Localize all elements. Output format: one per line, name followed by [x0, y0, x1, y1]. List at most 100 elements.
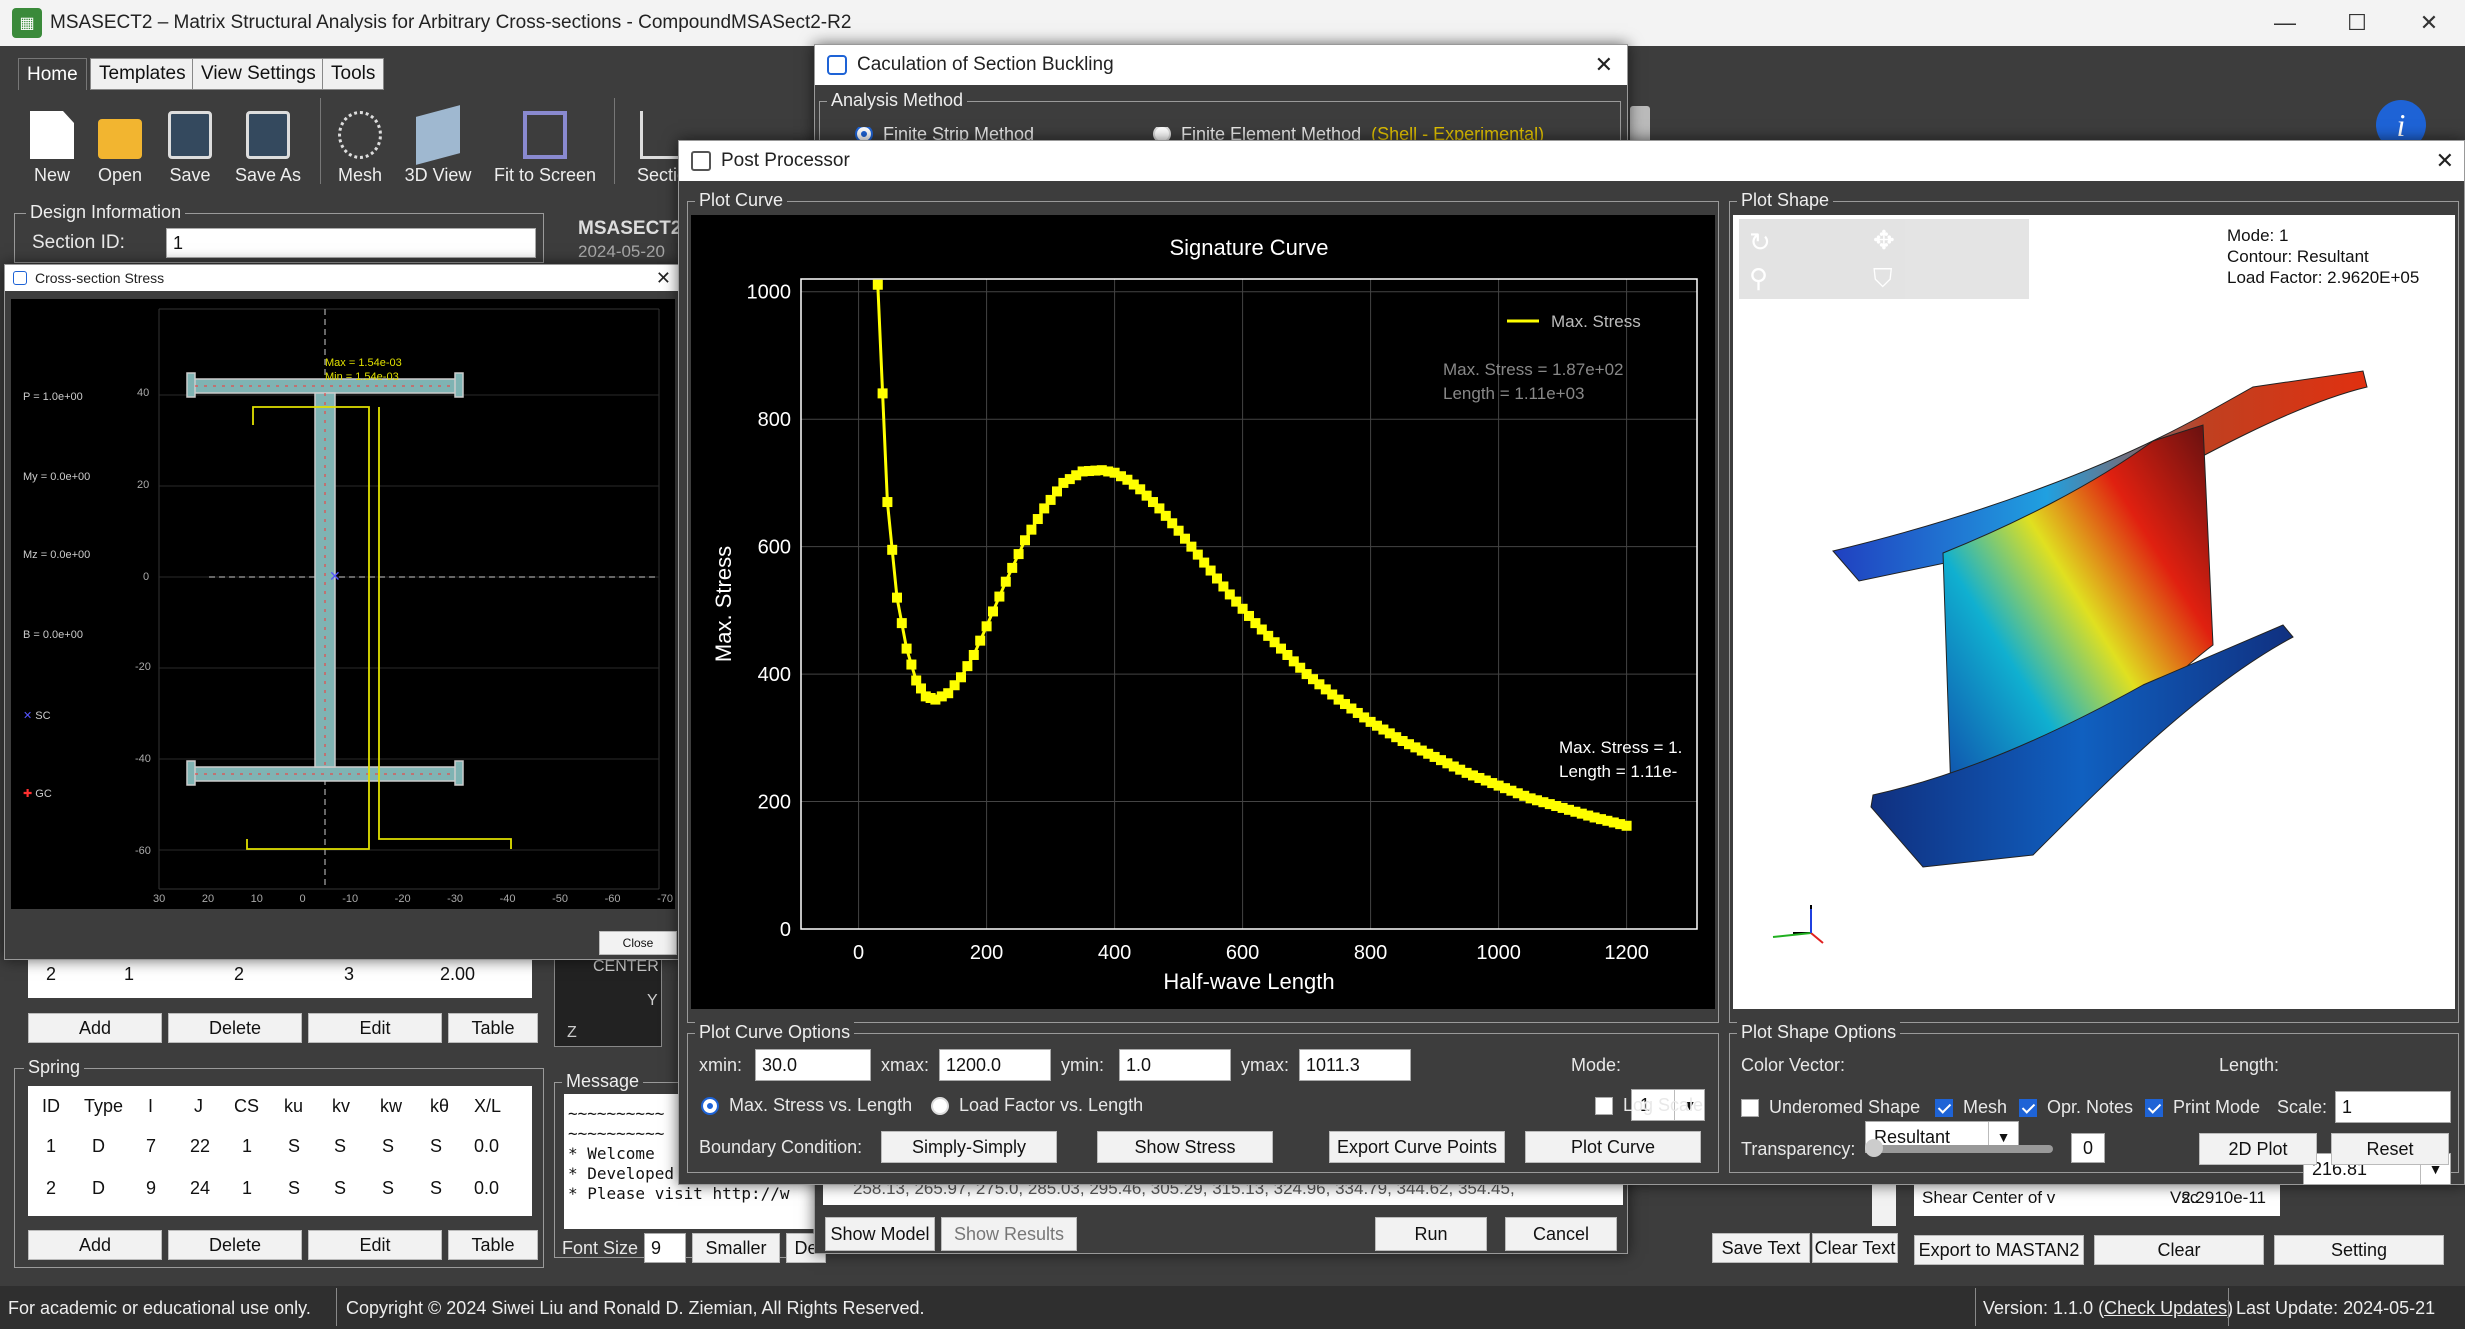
- close-icon[interactable]: ✕: [655, 267, 671, 288]
- spring-delete-button[interactable]: Delete: [168, 1230, 302, 1260]
- data-point: [975, 635, 986, 646]
- boundary-condition-button[interactable]: Simply-Simply: [881, 1131, 1057, 1163]
- undeformed-checkbox[interactable]: Underomed Shape: [1741, 1097, 1920, 1118]
- setting-button[interactable]: Setting: [2274, 1235, 2444, 1265]
- export-curve-points-button[interactable]: Export Curve Points: [1329, 1131, 1505, 1163]
- data-point: [1583, 810, 1594, 821]
- transparency-slider[interactable]: [1865, 1139, 2053, 1157]
- tilt-icon[interactable]: ⛉: [1873, 263, 1893, 293]
- clear-button[interactable]: Clear: [2094, 1235, 2264, 1265]
- delete-button[interactable]: Delete: [168, 1013, 302, 1043]
- ymin-input[interactable]: 1.0: [1119, 1049, 1231, 1081]
- load-factor-radio[interactable]: Load Factor vs. Length: [931, 1095, 1143, 1116]
- data-point: [1519, 790, 1530, 801]
- spring-header: ku: [284, 1096, 304, 1116]
- data-point: [1493, 780, 1504, 791]
- tab-tools[interactable]: Tools: [322, 58, 385, 90]
- show-results-button[interactable]: Show Results: [941, 1217, 1077, 1251]
- stress-title: Cross-section Stress: [35, 270, 165, 286]
- pan-icon[interactable]: ✥: [1873, 225, 1895, 255]
- x-tick-label: 400: [1098, 942, 1131, 964]
- status-last-update: Last Update: 2024-05-21: [2236, 1298, 2436, 1318]
- table-button[interactable]: Table: [448, 1013, 538, 1043]
- spring-edit-button[interactable]: Edit: [308, 1230, 442, 1260]
- y-tick-label: 0: [780, 919, 791, 941]
- scale-input[interactable]: 1: [2335, 1091, 2451, 1123]
- bc-label: Boundary Condition:: [699, 1137, 863, 1157]
- spring-table[interactable]: ID Type I J CS ku kv kw kθ X/L 1 D 7 22 …: [28, 1086, 532, 1216]
- save-button[interactable]: Save: [150, 96, 230, 186]
- show-stress-button[interactable]: Show Stress: [1097, 1131, 1273, 1163]
- edit-button[interactable]: Edit: [308, 1013, 442, 1043]
- spring-add-button[interactable]: Add: [28, 1230, 162, 1260]
- clear-text-button[interactable]: Clear Text: [1812, 1233, 1898, 1263]
- minimize-button[interactable]: —: [2274, 10, 2296, 35]
- font-size-input[interactable]: 9: [644, 1233, 686, 1263]
- fem-radio[interactable]: Finite Element Method (Shell - Experiment…: [1153, 127, 1544, 141]
- rotate-icon[interactable]: ↻: [1749, 227, 1771, 257]
- scale-label: Scale:: [2277, 1097, 2328, 1117]
- xmin-input[interactable]: 30.0: [755, 1049, 871, 1081]
- new-button[interactable]: New: [12, 96, 92, 186]
- export-mastan2-button[interactable]: Export to MASTAN2: [1914, 1235, 2084, 1265]
- save-as-button[interactable]: Save As: [228, 96, 308, 186]
- data-point: [1378, 724, 1389, 735]
- stress-close-button[interactable]: Close: [599, 931, 677, 955]
- zoom-icon[interactable]: ⚲: [1749, 263, 1769, 293]
- scrollbar[interactable]: [1872, 1180, 1896, 1226]
- log-scale-checkbox[interactable]: Log Scale: [1595, 1095, 1703, 1116]
- add-button[interactable]: Add: [28, 1013, 162, 1043]
- print-mode-checkbox[interactable]: Print Mode: [2145, 1097, 2260, 1118]
- scroll-handle[interactable]: [1630, 106, 1650, 146]
- smaller-button[interactable]: Smaller: [692, 1233, 780, 1263]
- close-icon[interactable]: ✕: [2435, 148, 2454, 173]
- view-controls[interactable]: ↻ ✥ ⚲ ⛉: [1739, 219, 2029, 299]
- stress-min-label: Min = 1.54e-03: [325, 371, 399, 383]
- transparency-value[interactable]: 0: [2071, 1133, 2105, 1163]
- tab-view-settings[interactable]: View Settings: [192, 58, 325, 90]
- close-icon[interactable]: ✕: [1594, 52, 1613, 77]
- close-app-button[interactable]: ✕: [2419, 10, 2439, 35]
- shape-canvas[interactable]: ↻ ✥ ⚲ ⛉ Mode: 1 Contour: Resultant Load …: [1733, 215, 2455, 1009]
- save-text-button[interactable]: Save Text: [1712, 1233, 1810, 1263]
- show-model-button[interactable]: Show Model: [825, 1217, 935, 1251]
- data-point: [1576, 808, 1587, 819]
- section-button[interactable]: Sectio: [622, 96, 702, 186]
- fsm-radio[interactable]: Finite Strip Method: [855, 127, 1034, 141]
- 3d-view-button[interactable]: 3D View: [398, 96, 478, 186]
- data-point: [1250, 618, 1261, 629]
- signature-chart[interactable]: 0 200 400 600 800 1000 1200 0 200 400 600 800 1000 S…: [691, 215, 1715, 1009]
- mesh-checkbox[interactable]: Mesh: [1935, 1097, 2007, 1118]
- section-id-input[interactable]: 1: [166, 228, 536, 258]
- cell: 2: [46, 964, 57, 984]
- slider-handle[interactable]: [1865, 1139, 1883, 1157]
- mode-select[interactable]: 1 ▼: [1631, 1089, 1705, 1121]
- data-point: [1052, 486, 1062, 497]
- plot-curve-button[interactable]: Plot Curve: [1525, 1131, 1701, 1163]
- ymax-input[interactable]: 1011.3: [1299, 1049, 1411, 1081]
- connect-table-row[interactable]: 2 1 2 3 2.00: [28, 954, 532, 998]
- open-button[interactable]: Open: [80, 96, 160, 186]
- spring-table-button[interactable]: Table: [448, 1230, 538, 1260]
- stress-canvas[interactable]: ✕ Max = 1.54e-03 Min = 1.54e-03 P = 1.0e…: [11, 299, 675, 909]
- default-button[interactable]: De: [786, 1233, 826, 1263]
- check-updates-link[interactable]: Check Updates: [2104, 1298, 2228, 1318]
- 2d-plot-button[interactable]: 2D Plot: [2199, 1133, 2317, 1165]
- opr-notes-checkbox[interactable]: Opr. Notes: [2019, 1097, 2133, 1118]
- fit-to-screen-button[interactable]: Fit to Screen: [490, 96, 600, 186]
- reset-button[interactable]: Reset: [2331, 1133, 2449, 1165]
- data-point: [1173, 525, 1184, 536]
- xmax-input[interactable]: 1200.0: [939, 1049, 1051, 1081]
- data-point: [1090, 465, 1101, 476]
- tab-templates[interactable]: Templates: [90, 58, 195, 90]
- mesh-button[interactable]: Mesh: [320, 96, 400, 186]
- design-info-panel: [14, 213, 544, 263]
- tab-home[interactable]: Home: [18, 58, 87, 90]
- data-point: [1468, 770, 1478, 781]
- data-point: [1007, 562, 1018, 573]
- cancel-button[interactable]: Cancel: [1505, 1217, 1617, 1251]
- ymin-label: ymin:: [1061, 1055, 1105, 1075]
- run-button[interactable]: Run: [1375, 1217, 1487, 1251]
- max-stress-radio[interactable]: Max. Stress vs. Length: [701, 1095, 912, 1116]
- maximize-button[interactable]: ☐: [2347, 10, 2367, 35]
